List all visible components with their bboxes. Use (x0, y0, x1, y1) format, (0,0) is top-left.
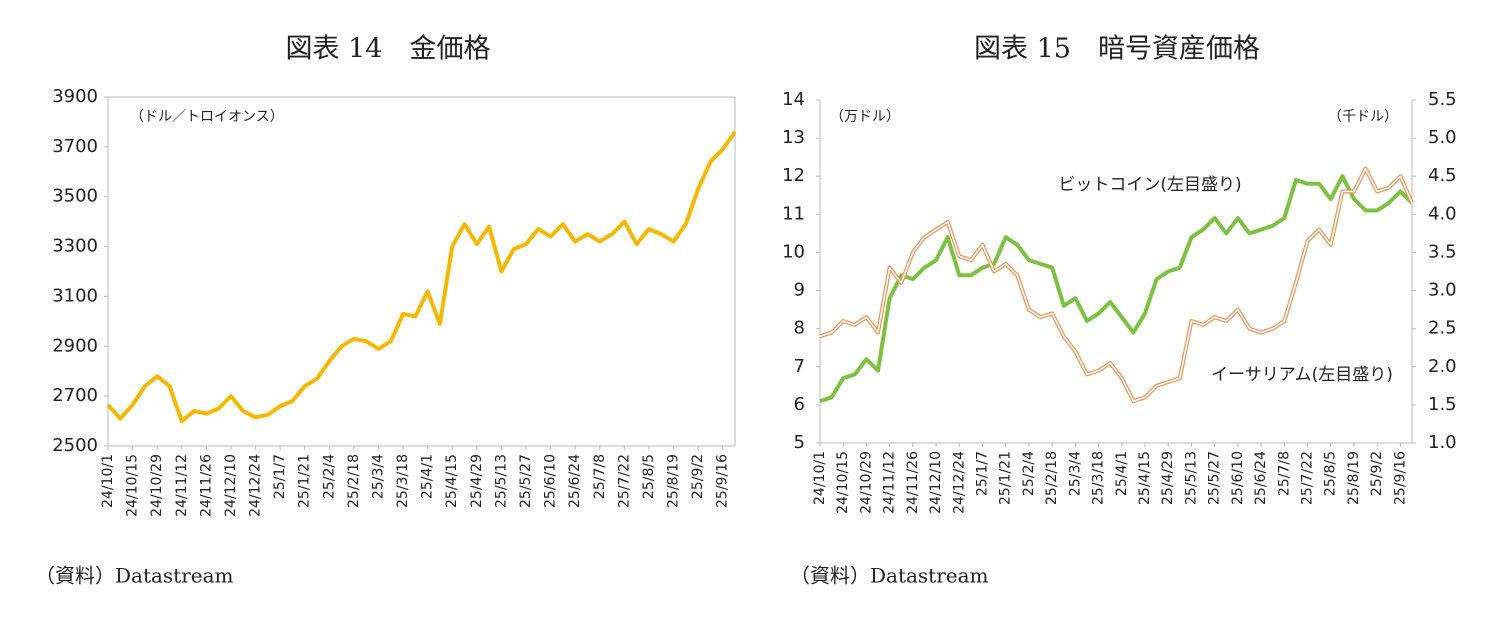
x-tick-label: 25/6/24 (567, 454, 583, 508)
y2-tick-label: 2.0 (1428, 356, 1457, 377)
x-tick-label: 25/3/18 (1091, 451, 1107, 505)
y-tick-label: 13 (782, 127, 805, 148)
x-tick-label: 24/11/12 (882, 451, 898, 514)
y2-tick-label: 4.5 (1428, 165, 1457, 186)
x-tick-label: 24/12/10 (928, 451, 944, 514)
x-tick-label: 25/5/13 (493, 454, 509, 508)
x-tick-label: 24/11/26 (905, 451, 921, 514)
x-tick-label: 25/7/8 (592, 454, 608, 499)
legend-label: イーサリアム(左目盛り) (1211, 365, 1393, 385)
x-tick-label: 25/7/8 (1276, 451, 1292, 496)
series-line-inner (819, 167, 1413, 402)
x-tick-label: 25/2/4 (1021, 451, 1037, 496)
x-tick-label: 25/4/29 (1160, 451, 1176, 505)
legend-label: ビットコイン(左目盛り) (1058, 175, 1241, 195)
x-tick-label: 24/12/24 (951, 451, 967, 514)
x-tick-label: 24/10/29 (149, 454, 165, 517)
y2-tick-label: 3.5 (1428, 241, 1457, 262)
y-tick-label: 3700 (52, 136, 98, 157)
y-tick-label: 10 (782, 241, 805, 262)
x-tick-label: 25/3/4 (1067, 451, 1083, 496)
x-tick-label: 25/8/19 (666, 454, 682, 508)
x-tick-label: 25/5/27 (518, 454, 534, 508)
x-tick-label: 24/10/1 (812, 451, 828, 505)
y-tick-label: 3900 (52, 86, 98, 107)
x-tick-label: 25/4/1 (420, 454, 436, 499)
y-axis-label: （ドル／トロイオンス） (130, 109, 284, 125)
x-tick-label: 25/6/24 (1253, 451, 1269, 505)
chart-title: 図表 14 金価格 (286, 34, 491, 65)
x-tick-label: 25/1/21 (998, 451, 1014, 505)
y-tick-label: 11 (782, 203, 805, 224)
y-tick-label: 2700 (52, 385, 98, 406)
series-line (819, 174, 1414, 404)
y-tick-label: 3500 (52, 186, 98, 207)
y-tick-label: 8 (794, 318, 805, 339)
x-tick-label: 25/7/22 (1300, 451, 1316, 505)
x-tick-label: 25/4/29 (469, 454, 485, 508)
x-tick-label: 25/4/15 (1137, 451, 1153, 505)
x-tick-label: 25/5/27 (1207, 451, 1223, 505)
y2-tick-label: 1.5 (1428, 394, 1457, 415)
x-tick-label: 25/9/16 (715, 454, 731, 508)
chart-title: 図表 15 暗号資産価格 (974, 34, 1260, 65)
x-tick-label: 24/10/29 (858, 451, 874, 514)
x-tick-label: 25/8/19 (1346, 451, 1362, 505)
y2-tick-label: 5.5 (1428, 89, 1457, 110)
source-note: （資料）Datastream (790, 564, 989, 588)
x-tick-label: 24/11/12 (174, 454, 190, 517)
x-tick-label: 24/10/1 (100, 454, 116, 508)
y2-axis-label: （千ドル） (1328, 109, 1398, 125)
x-tick-label: 25/4/1 (1114, 451, 1130, 496)
y2-tick-label: 1.0 (1428, 432, 1457, 453)
x-tick-label: 25/4/15 (444, 454, 460, 508)
y2-tick-label: 3.0 (1428, 280, 1457, 301)
y-tick-label: 2900 (52, 335, 98, 356)
source-note: （資料）Datastream (35, 564, 234, 588)
y-tick-label: 3300 (52, 236, 98, 257)
x-tick-label: 25/2/18 (346, 454, 362, 508)
y-tick-label: 3100 (52, 285, 98, 306)
x-tick-label: 25/1/21 (297, 454, 313, 508)
x-tick-label: 25/8/5 (641, 454, 657, 499)
y-tick-label: 14 (782, 89, 805, 110)
x-tick-label: 25/2/4 (321, 454, 337, 499)
x-tick-label: 25/9/2 (1369, 451, 1385, 496)
y-tick-label: 2500 (52, 435, 98, 456)
y-tick-label: 7 (794, 356, 805, 377)
x-tick-label: 24/10/15 (835, 451, 851, 514)
x-tick-label: 25/9/2 (690, 454, 706, 499)
y-tick-label: 9 (794, 280, 805, 301)
plot-frame (107, 96, 736, 447)
x-tick-label: 25/1/7 (272, 454, 288, 499)
x-tick-label: 24/12/10 (223, 454, 239, 517)
x-tick-label: 25/2/18 (1044, 451, 1060, 505)
y2-tick-label: 5.0 (1428, 127, 1457, 148)
x-tick-label: 25/3/4 (370, 454, 386, 499)
x-tick-label: 25/9/16 (1392, 451, 1408, 505)
x-tick-label: 25/1/7 (975, 451, 991, 496)
x-tick-label: 25/6/10 (1230, 451, 1246, 505)
x-tick-label: 25/8/5 (1323, 451, 1339, 496)
x-tick-label: 24/12/24 (248, 454, 264, 517)
x-tick-label: 25/7/22 (616, 454, 632, 508)
y-tick-label: 6 (794, 394, 805, 415)
x-tick-label: 24/11/26 (198, 454, 214, 517)
x-tick-label: 25/5/13 (1183, 451, 1199, 505)
x-tick-label: 25/3/18 (395, 454, 411, 508)
series-line (106, 130, 737, 424)
y-axis-label: （万ドル） (830, 109, 900, 125)
x-tick-label: 24/10/15 (125, 454, 141, 517)
y-tick-label: 5 (794, 432, 805, 453)
y2-tick-label: 4.0 (1428, 203, 1457, 224)
y2-tick-label: 2.5 (1428, 318, 1457, 339)
x-tick-label: 25/6/10 (543, 454, 559, 508)
y-tick-label: 12 (782, 165, 805, 186)
